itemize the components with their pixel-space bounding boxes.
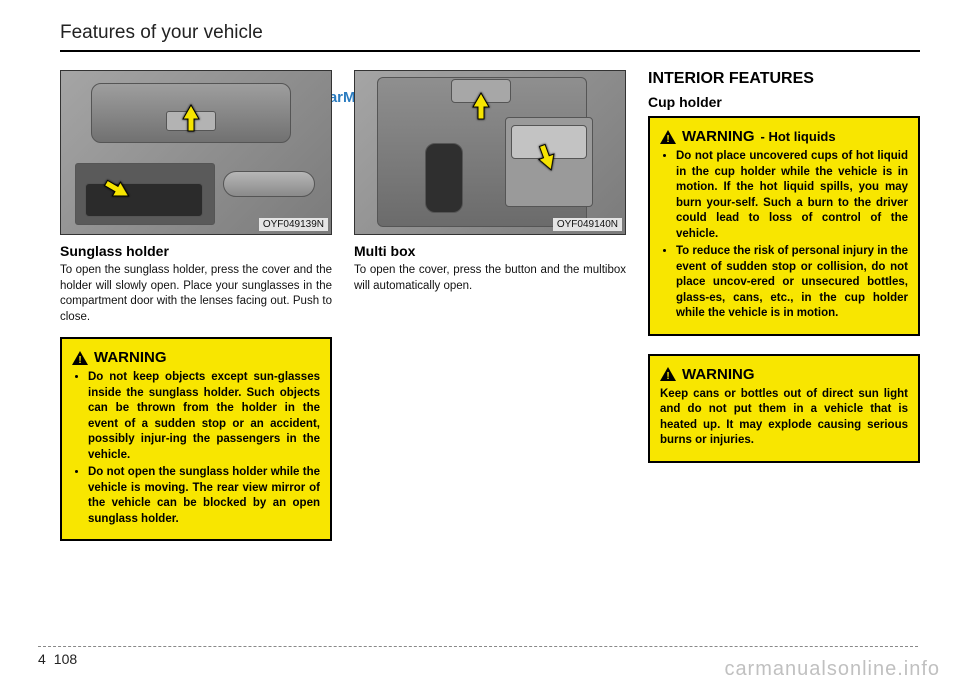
warning-list: Do not keep objects except sun-glasses i… — [72, 370, 320, 527]
warning-icon: ! — [660, 367, 676, 381]
section-head: INTERIOR FEATURES — [648, 70, 920, 88]
warning-text: Keep cans or bottles out of direct sun l… — [660, 387, 908, 449]
chapter-number: 4 — [38, 651, 46, 667]
warning-list: Do not place uncovered cups of hot liqui… — [660, 149, 908, 322]
warning-icon: ! — [72, 351, 88, 365]
svg-text:!: ! — [666, 134, 669, 144]
warning-sunglass: ! WARNING Do not keep objects except sun… — [60, 337, 332, 541]
column-3: INTERIOR FEATURES Cup holder ! WARNING -… — [648, 70, 920, 541]
page-number: 108 — [54, 651, 77, 667]
caption-multibox: Multi box — [354, 243, 626, 259]
figure-label: OYF049140N — [553, 218, 622, 231]
warning-item: Do not place uncovered cups of hot liqui… — [676, 149, 908, 242]
warning-title: ! WARNING - Hot liquids — [660, 128, 908, 145]
header-rule — [60, 50, 920, 52]
warning-hot-liquids: ! WARNING - Hot liquids Do not place unc… — [648, 116, 920, 336]
body-sunglass: To open the sunglass holder, press the c… — [60, 263, 332, 325]
warning-item: Do not open the sunglass holder while th… — [88, 465, 320, 527]
page-title: Features of your vehicle — [60, 22, 920, 50]
warning-item: Do not keep objects except sun-glasses i… — [88, 370, 320, 463]
svg-text:!: ! — [78, 355, 81, 365]
column-2: OYF049140N Multi box To open the cover, … — [354, 70, 626, 541]
figure-multibox: OYF049140N — [354, 70, 626, 235]
warning-title-text: WARNING — [682, 366, 755, 383]
footer-watermark: carmanualsonline.info — [724, 658, 940, 681]
column-1: OYF049139N Sunglass holder To open the s… — [60, 70, 332, 541]
warning-subtitle: - Hot liquids — [761, 129, 836, 144]
warning-explode: ! WARNING Keep cans or bottles out of di… — [648, 354, 920, 463]
content-columns: OYF049139N Sunglass holder To open the s… — [60, 70, 920, 541]
warning-title: ! WARNING — [72, 349, 320, 366]
manual-page: Features of your vehicle CarManuals2.com… — [0, 0, 960, 689]
warning-title: ! WARNING — [660, 366, 908, 383]
sub-head: Cup holder — [648, 94, 920, 110]
warning-title-text: WARNING — [682, 128, 755, 145]
svg-text:!: ! — [666, 371, 669, 381]
warning-icon: ! — [660, 130, 676, 144]
warning-title-text: WARNING — [94, 349, 167, 366]
body-multibox: To open the cover, press the button and … — [354, 263, 626, 294]
footer-rule — [38, 646, 918, 647]
warning-item: To reduce the risk of personal injury in… — [676, 244, 908, 322]
figure-sunglass-holder: OYF049139N — [60, 70, 332, 235]
caption-sunglass: Sunglass holder — [60, 243, 332, 259]
figure-label: OYF049139N — [259, 218, 328, 231]
